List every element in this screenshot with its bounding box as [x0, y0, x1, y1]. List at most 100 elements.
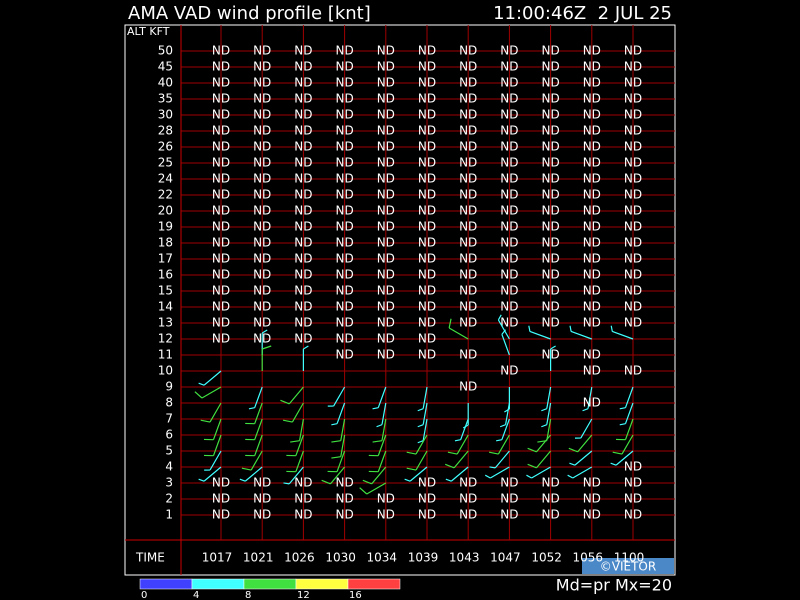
- no-data: ND: [624, 76, 642, 90]
- no-data: ND: [500, 76, 518, 90]
- no-data: ND: [500, 236, 518, 250]
- altitude-label: 22: [158, 188, 173, 202]
- no-data: ND: [541, 476, 559, 490]
- no-data: ND: [500, 108, 518, 122]
- no-data: ND: [500, 316, 518, 330]
- wind-barb: [417, 386, 428, 412]
- no-data: ND: [583, 108, 601, 122]
- wind-barb: [417, 418, 428, 444]
- no-data: ND: [459, 268, 477, 282]
- no-data: ND: [294, 156, 312, 170]
- wind-barb: [499, 402, 510, 428]
- wind-barb: [302, 345, 309, 371]
- no-data: ND: [212, 140, 230, 154]
- no-data: ND: [377, 492, 395, 506]
- no-data: ND: [212, 476, 230, 490]
- no-data: ND: [418, 188, 436, 202]
- no-data: ND: [335, 188, 353, 202]
- no-data: ND: [583, 124, 601, 138]
- no-data: ND: [459, 300, 477, 314]
- wind-barb: [280, 386, 304, 405]
- wind-barb: [198, 370, 222, 386]
- altitude-label: 40: [158, 76, 173, 90]
- time-tick-label: 1052: [531, 551, 562, 565]
- no-data: ND: [541, 156, 559, 170]
- no-data: ND: [294, 316, 312, 330]
- no-data: ND: [294, 76, 312, 90]
- altitude-label: 13: [158, 316, 173, 330]
- no-data: ND: [541, 204, 559, 218]
- no-data: ND: [459, 44, 477, 58]
- time-tick-label: 1026: [284, 551, 315, 565]
- wind-barb: [372, 386, 387, 410]
- frame: [124, 24, 676, 576]
- wind-barb: [489, 450, 510, 469]
- no-data: ND: [335, 284, 353, 298]
- wind-barb: [245, 402, 263, 425]
- no-data: ND: [624, 60, 642, 74]
- altitude-label: 30: [158, 108, 173, 122]
- time-label: TIME: [135, 551, 165, 565]
- wind-barb: [501, 329, 510, 356]
- no-data: ND: [624, 124, 642, 138]
- no-data: ND: [294, 188, 312, 202]
- wind-barb: [321, 466, 346, 485]
- altitude-label: 6: [165, 428, 173, 442]
- no-data: ND: [335, 348, 353, 362]
- no-data: ND: [583, 492, 601, 506]
- no-data: ND: [541, 140, 559, 154]
- wind-barb: [404, 466, 428, 482]
- no-data: ND: [377, 348, 395, 362]
- no-data: ND: [335, 476, 353, 490]
- no-data: ND: [541, 124, 559, 138]
- no-data: ND: [253, 220, 271, 234]
- wind-barb: [541, 402, 552, 428]
- no-data: ND: [335, 236, 353, 250]
- no-data: ND: [583, 364, 601, 378]
- no-data: ND: [335, 332, 353, 346]
- altitude-label: 20: [158, 204, 173, 218]
- wind-barb: [445, 450, 469, 469]
- no-data: ND: [212, 156, 230, 170]
- no-data: ND: [624, 188, 642, 202]
- wind-barb: [527, 450, 552, 469]
- no-data: ND: [418, 124, 436, 138]
- no-data: ND: [294, 284, 312, 298]
- no-data: ND: [583, 508, 601, 522]
- no-data: ND: [212, 92, 230, 106]
- wind-barb: [261, 345, 272, 371]
- wind-barb: [488, 434, 510, 455]
- no-data: ND: [253, 156, 271, 170]
- no-data: ND: [624, 364, 642, 378]
- wind-barb: [241, 450, 263, 471]
- wind-barb: [406, 450, 428, 471]
- no-data: ND: [624, 284, 642, 298]
- no-data: ND: [500, 204, 518, 218]
- no-data: ND: [500, 476, 518, 490]
- no-data: ND: [377, 76, 395, 90]
- no-data: ND: [253, 188, 271, 202]
- no-data: ND: [459, 252, 477, 266]
- no-data: ND: [253, 252, 271, 266]
- no-data: ND: [377, 508, 395, 522]
- no-data: ND: [335, 44, 353, 58]
- altitude-label: 11: [158, 348, 173, 362]
- no-data: ND: [459, 492, 477, 506]
- no-data: ND: [294, 172, 312, 186]
- plot: 5045403530282625242220191817161514131211…: [139, 25, 675, 600]
- no-data: ND: [294, 124, 312, 138]
- no-data: ND: [500, 300, 518, 314]
- title: AMA VAD wind profile [knt]: [128, 3, 371, 24]
- no-data: ND: [583, 156, 601, 170]
- time-tick-label: 1017: [202, 551, 233, 565]
- wind-barb: [541, 386, 552, 412]
- no-data: ND: [335, 92, 353, 106]
- no-data: ND: [459, 92, 477, 106]
- no-data: ND: [459, 380, 477, 394]
- no-data: ND: [583, 252, 601, 266]
- altitude-label: 19: [158, 220, 173, 234]
- no-data: ND: [624, 44, 642, 58]
- no-data: ND: [624, 236, 642, 250]
- wind-barb: [582, 386, 593, 412]
- no-data: ND: [418, 268, 436, 282]
